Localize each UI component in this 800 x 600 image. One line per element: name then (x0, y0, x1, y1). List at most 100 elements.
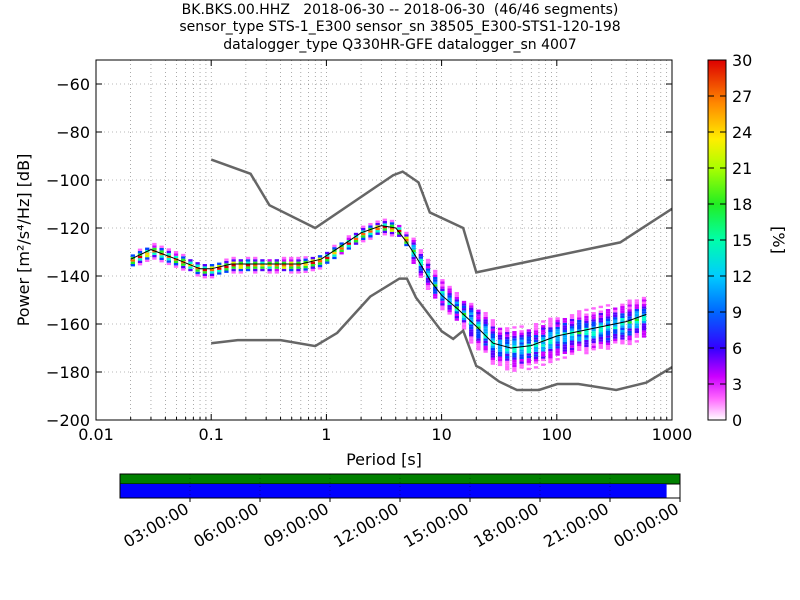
heatmap-cell (346, 244, 351, 248)
heatmap-cell (584, 351, 589, 355)
heatmap-cell (533, 323, 539, 326)
heatmap-cell (173, 265, 179, 268)
heatmap-cell (605, 328, 611, 331)
heatmap-cell (346, 235, 351, 238)
heatmap-cell (613, 309, 618, 313)
heatmap-cell (447, 309, 452, 313)
heatmap-cell (505, 344, 510, 347)
heatmap-cell (519, 356, 524, 359)
heatmap-cell (490, 347, 495, 351)
heatmap-cell (469, 338, 474, 342)
heatmap-cell (454, 303, 459, 307)
heatmap-cell (440, 298, 445, 301)
heatmap-cell (634, 332, 639, 336)
colorbar-label: [%] (769, 226, 788, 254)
x-tick-label: 10 (431, 425, 451, 444)
heatmap-cell (555, 358, 560, 361)
heatmap-cell (620, 322, 625, 326)
heatmap-cell (519, 363, 524, 367)
heatmap-cell (634, 335, 639, 338)
heatmap-cell (389, 224, 395, 228)
series-line-high-noise-model (210, 158, 672, 274)
heatmap-cell (253, 259, 258, 262)
heatmap-cell (555, 324, 560, 327)
heatmap-cell (505, 332, 510, 335)
heatmap-cell (202, 271, 207, 274)
heatmap-cell (541, 341, 546, 345)
heatmap-cell (613, 338, 618, 342)
heatmap-cell (389, 219, 395, 223)
heatmap-cell (613, 312, 618, 315)
heatmap-cell (289, 264, 294, 267)
heatmap-cell (526, 350, 531, 354)
heatmap-cell (483, 343, 488, 346)
heatmap-cell (497, 339, 503, 343)
heatmap-cell (533, 359, 539, 362)
heatmap-cell (627, 335, 632, 338)
heatmap-cell (267, 266, 272, 269)
heatmap-cell (584, 332, 589, 336)
heatmap-cell (613, 324, 618, 327)
heatmap-cell (461, 322, 467, 325)
coverage-bar-bottom (120, 484, 667, 498)
heatmap-cell (605, 318, 611, 322)
heatmap-cell (303, 265, 308, 269)
heatmap-cell (584, 325, 589, 328)
heatmap-cell (469, 319, 474, 323)
heatmap-cell (382, 228, 387, 231)
heatmap-cell (425, 287, 431, 291)
heatmap-cell (461, 317, 467, 321)
heatmap-cell (591, 307, 596, 310)
heatmap-cell (634, 323, 639, 326)
heatmap-cell (519, 354, 524, 357)
heatmap-cell (245, 268, 251, 272)
x-axis-title: Period [s] (346, 450, 422, 469)
heatmap-cell (476, 321, 481, 324)
heatmap-cell (541, 346, 546, 350)
heatmap-cell (440, 291, 445, 294)
heatmap-cell (476, 314, 481, 317)
heatmap-cell (267, 259, 272, 262)
heatmap-cell (641, 330, 647, 333)
heatmap-cell (577, 322, 582, 325)
heatmap-cell (469, 317, 474, 320)
heatmap-cell (627, 299, 632, 302)
heatmap-cell (519, 349, 524, 352)
heatmap-cell (433, 284, 438, 287)
heatmap-cell (541, 351, 546, 354)
heatmap-cell (346, 247, 351, 250)
heatmap-cell (332, 244, 337, 248)
heatmap-cell (512, 357, 517, 360)
heatmap-cell (159, 245, 164, 248)
heatmap-cell (476, 316, 481, 320)
heatmap-cell (591, 321, 596, 324)
heatmap-cell (490, 333, 495, 336)
heatmap-cell (469, 302, 474, 306)
heatmap-cell (598, 344, 603, 347)
heatmap-cell (483, 345, 488, 348)
heatmap-cell (411, 256, 416, 260)
heatmap-cell (152, 245, 157, 248)
heatmap-cell (361, 240, 366, 243)
heatmap-cell (512, 331, 517, 334)
heatmap-cell (634, 311, 639, 314)
heatmap-cell (569, 350, 575, 353)
heatmap-cell (447, 307, 452, 310)
heatmap-cell (209, 273, 215, 276)
heatmap-cell (469, 326, 474, 330)
heatmap-cell (361, 237, 366, 240)
heatmap-cell (159, 257, 164, 260)
heatmap-cell (613, 326, 618, 330)
heatmap-cell (519, 339, 524, 343)
heatmap-cell (598, 329, 603, 333)
heatmap-cell (181, 258, 186, 262)
heatmap-cell (253, 266, 258, 269)
heatmap-cell (159, 259, 164, 263)
heatmap-cell (533, 356, 539, 360)
heatmap-cell (454, 299, 459, 302)
heatmap-cell (346, 237, 351, 241)
heatmap-cell (325, 259, 330, 262)
heatmap-cell (461, 324, 467, 328)
heatmap-cell (418, 265, 423, 269)
heatmap-cell (440, 295, 445, 299)
